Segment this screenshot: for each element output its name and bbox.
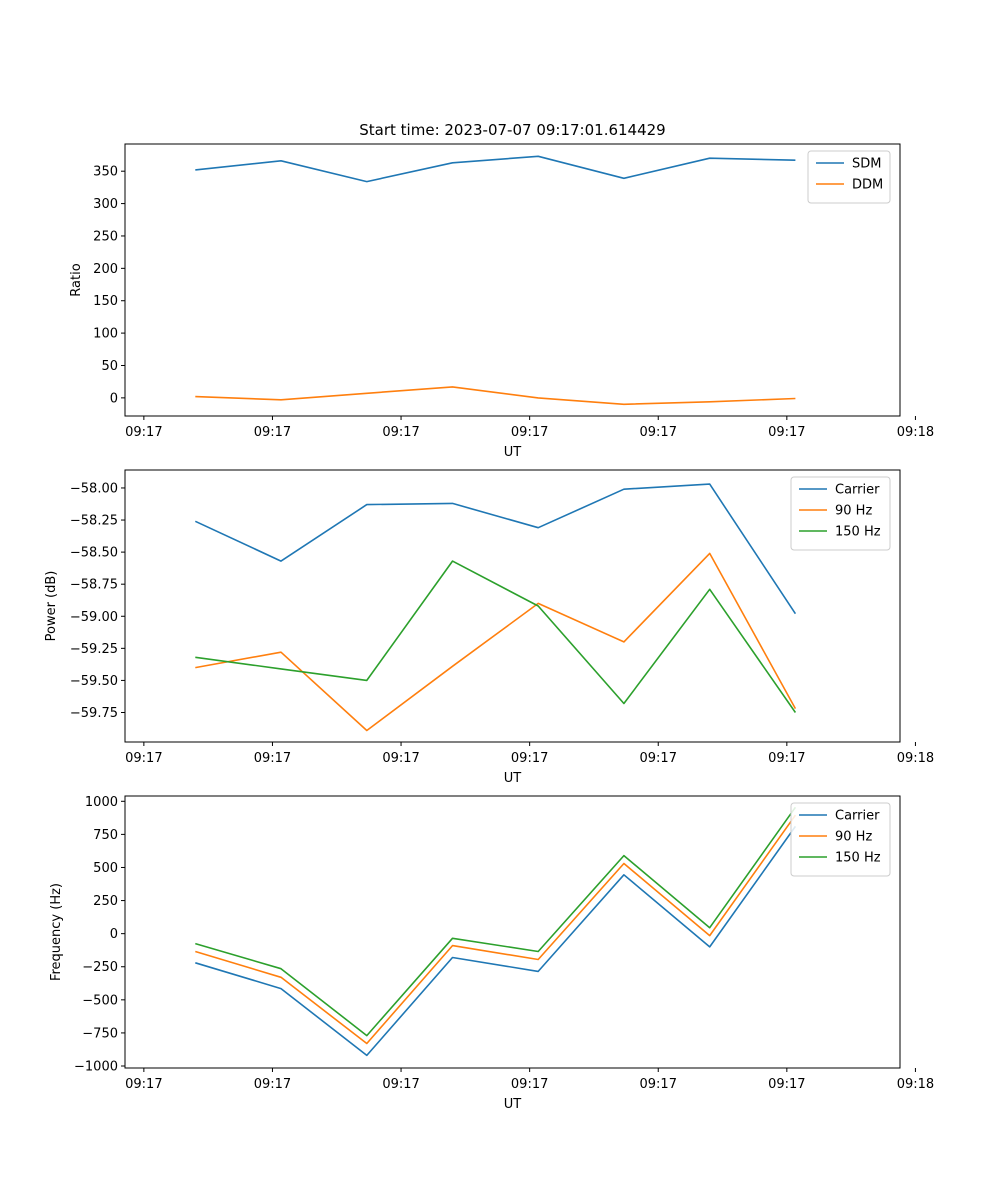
frequency-x-tick-label: 09:17 — [511, 1077, 548, 1092]
frequency-legend-label: Carrier — [835, 809, 880, 824]
frequency-y-tick-label: 250 — [93, 894, 118, 909]
frequency-x-tick-label: 09:17 — [382, 1077, 419, 1092]
ratio-x-tick-label: 09:17 — [254, 425, 291, 440]
ratio-x-tick-label: 09:17 — [640, 425, 677, 440]
ratio-legend: SDM DDM — [807, 150, 891, 204]
ratio-y-tick-label: 150 — [93, 294, 118, 309]
ratio-panel: Start time: 2023-07-07 09:17:01.614429 09… — [69, 121, 934, 460]
frequency-y-tick-label: −1000 — [74, 1060, 118, 1075]
power-y-tick-label: −59.75 — [70, 706, 118, 721]
power-legend-label: 150 Hz — [835, 525, 881, 540]
frequency-x-tick-label: 09:17 — [125, 1077, 162, 1092]
power-x-tick-label: 09:17 — [254, 751, 291, 766]
power-y-tick-label: −58.75 — [70, 578, 118, 593]
frequency-legend-label: 90 Hz — [835, 830, 872, 845]
frequency-y-tick-label: −500 — [82, 993, 118, 1008]
frequency-series-line-carrier — [195, 825, 797, 1057]
power-y-tick-label: −59.25 — [70, 642, 118, 657]
power-legend: Carrier 90 Hz 150 Hz — [790, 476, 891, 551]
power-series-line-150-hz — [195, 560, 797, 713]
ratio-x-axis-label: UT — [504, 445, 522, 460]
ratio-y-tick-label: 100 — [93, 327, 118, 342]
frequency-panel: 09:17 09:17 09:17 09:17 09:17 09:17 09:18 −1000… — [49, 795, 934, 1112]
power-x-tick-label: 09:17 — [511, 751, 548, 766]
ratio-x-tick-label: 09:17 — [511, 425, 548, 440]
frequency-y-axis-label: Frequency (Hz) — [49, 883, 64, 981]
ratio-y-tick-label: 50 — [101, 359, 118, 374]
ratio-y-tick-label: 200 — [93, 262, 118, 277]
power-legend-label: 90 Hz — [835, 504, 872, 519]
power-legend-label: Carrier — [835, 483, 880, 498]
power-y-tick-label: −58.00 — [70, 481, 118, 496]
ratio-y-tick-label: 350 — [93, 165, 118, 180]
power-y-tick-label: −59.50 — [70, 674, 118, 689]
ratio-y-axis-label: Ratio — [69, 263, 84, 296]
frequency-x-axis-label: UT — [504, 1097, 522, 1112]
frequency-y-tick-label: −750 — [82, 1026, 118, 1041]
ratio-x-tick-label: 09:17 — [768, 425, 805, 440]
ratio-legend-label: DDM — [852, 178, 883, 193]
frequency-legend: Carrier 90 Hz 150 Hz — [790, 802, 891, 877]
ratio-y-tick-label: 300 — [93, 197, 118, 212]
ratio-x-tick-label: 09:17 — [125, 425, 162, 440]
power-x-tick-label: 09:17 — [768, 751, 805, 766]
ratio-series-line-ddm — [195, 386, 796, 406]
frequency-x-tick-label: 09:18 — [897, 1077, 934, 1092]
frequency-x-tick-label: 09:17 — [768, 1077, 805, 1092]
power-series-line-carrier — [194, 483, 797, 615]
ratio-y-tick-label: 0 — [110, 391, 118, 406]
frequency-axes-frame — [124, 795, 901, 1069]
power-axes-frame — [124, 469, 901, 743]
frequency-series-line-150-hz — [195, 806, 797, 1037]
power-y-tick-label: −58.50 — [70, 546, 118, 561]
frequency-y-tick-label: −250 — [82, 960, 118, 975]
power-series-line-90-hz — [195, 552, 797, 732]
power-x-tick-label: 09:17 — [382, 751, 419, 766]
power-y-tick-label: −58.25 — [70, 514, 118, 529]
panels: Start time: 2023-07-07 09:17:01.61442909… — [44, 121, 934, 1112]
ratio-legend-box — [807, 150, 891, 204]
ratio-series-line-sdm — [195, 155, 796, 183]
frequency-y-tick-label: 750 — [93, 828, 118, 843]
power-y-axis-label: Power (dB) — [44, 571, 59, 642]
power-panel: 09:17 09:17 09:17 09:17 09:17 09:17 09:18 −59.7… — [44, 469, 934, 786]
power-x-axis-label: UT — [504, 771, 522, 786]
ratio-x-tick-label: 09:17 — [382, 425, 419, 440]
frequency-legend-label: 150 Hz — [835, 851, 881, 866]
ratio-legend-label: SDM — [852, 157, 881, 172]
frequency-y-tick-label: 1000 — [85, 795, 118, 810]
power-x-tick-label: 09:17 — [640, 751, 677, 766]
frequency-y-tick-label: 500 — [93, 861, 118, 876]
ratio-title: Start time: 2023-07-07 09:17:01.614429 — [359, 121, 665, 139]
power-x-tick-label: 09:18 — [897, 751, 934, 766]
power-x-tick-label: 09:17 — [125, 751, 162, 766]
frequency-series-line-90-hz — [195, 814, 797, 1045]
ratio-y-tick-label: 250 — [93, 229, 118, 244]
frequency-x-tick-label: 09:17 — [254, 1077, 291, 1092]
frequency-x-tick-label: 09:17 — [640, 1077, 677, 1092]
ratio-x-tick-label: 09:18 — [897, 425, 934, 440]
ratio-axes-frame — [124, 143, 901, 417]
frequency-y-tick-label: 0 — [110, 927, 118, 942]
power-y-tick-label: −59.00 — [70, 610, 118, 625]
